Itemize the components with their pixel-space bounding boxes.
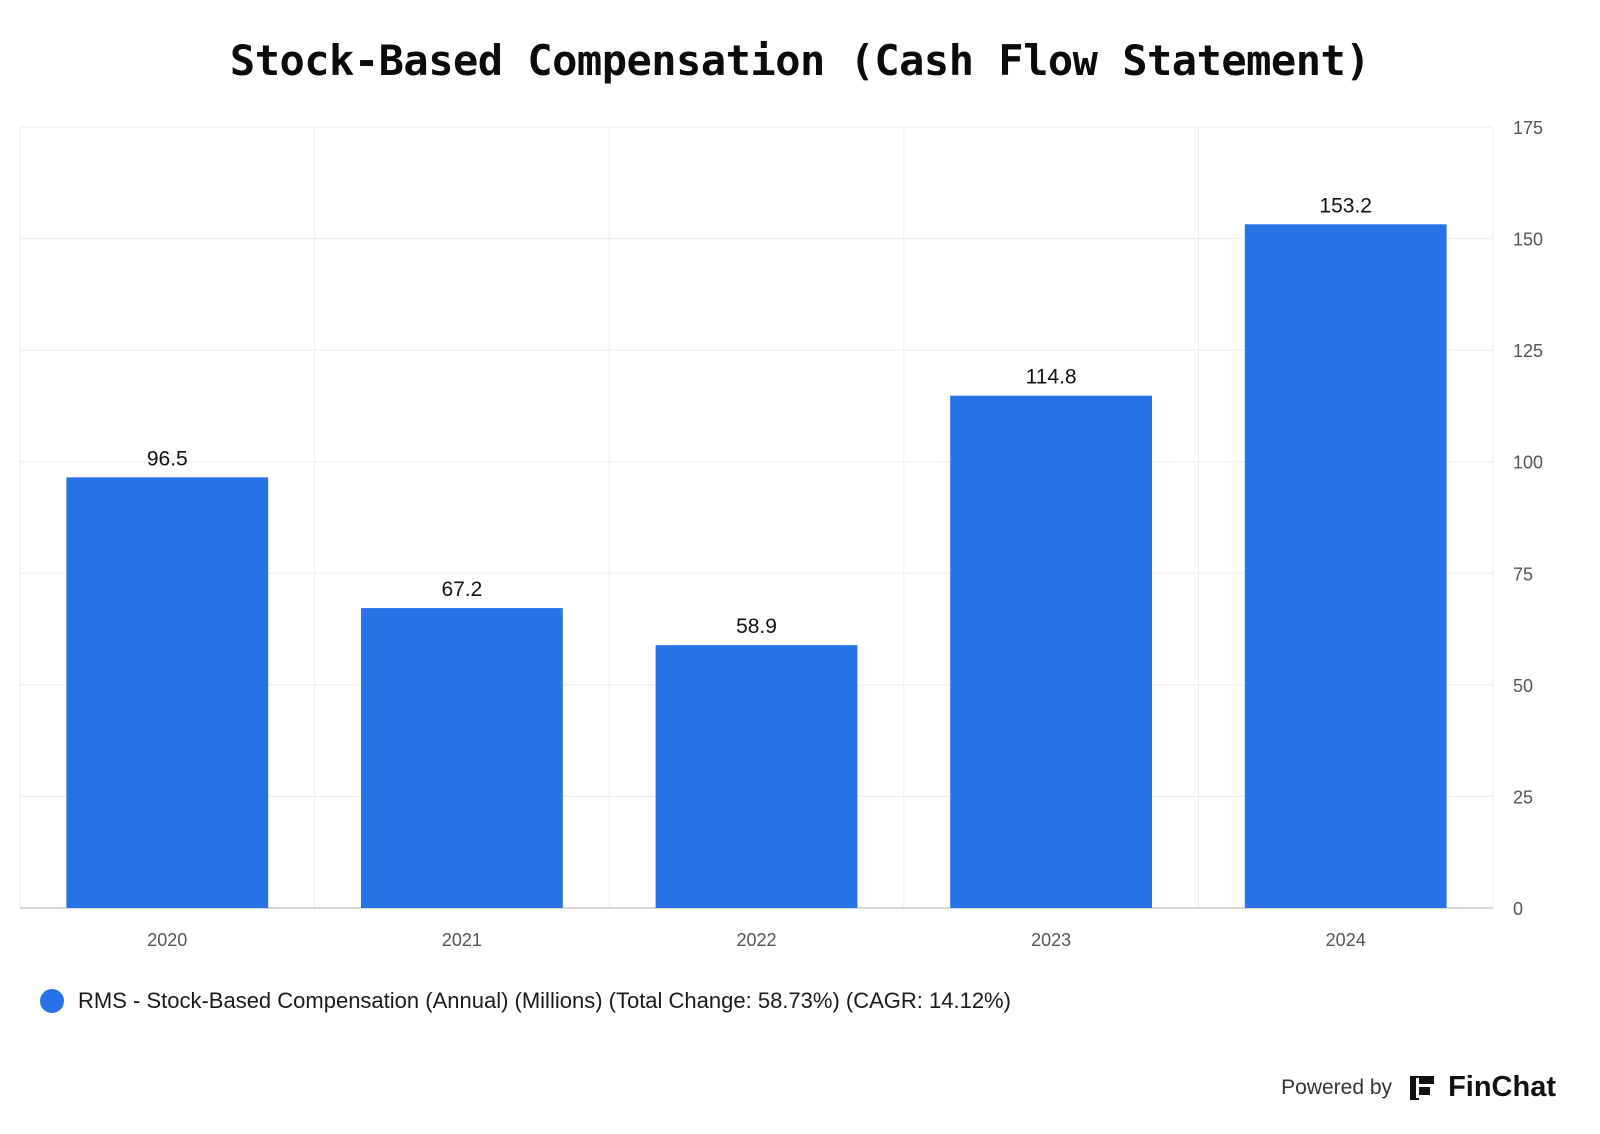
bar-2022[interactable] [655, 645, 858, 908]
y-axis-ticks: 0 25 50 75 100 125 150 175 [1513, 118, 1543, 919]
y-tick-label: 50 [1513, 676, 1533, 696]
x-tick-label-2022: 2022 [736, 930, 776, 950]
bar-2024[interactable] [1244, 224, 1447, 908]
legend[interactable]: RMS - Stock-Based Compensation (Annual) … [40, 988, 1011, 1014]
finchat-logo-icon [1410, 1075, 1435, 1100]
data-label-2023: 114.8 [1026, 366, 1077, 389]
data-label-2024: 153.2 [1319, 194, 1372, 217]
bar-2020[interactable] [66, 477, 269, 908]
brand-name: FinChat [1448, 1071, 1556, 1103]
y-tick-label: 0 [1513, 899, 1523, 919]
bar-2021[interactable] [360, 608, 563, 908]
x-tick-label-2020: 2020 [147, 930, 187, 950]
legend-label: RMS - Stock-Based Compensation (Annual) … [78, 988, 1011, 1013]
chart-title: Stock-Based Compensation (Cash Flow Stat… [229, 36, 1371, 85]
data-label-2022: 58.9 [736, 615, 777, 638]
data-label-2020: 96.5 [147, 447, 188, 470]
y-tick-label: 100 [1513, 453, 1543, 473]
y-tick-label: 75 [1513, 564, 1533, 584]
data-labels-layer: 96.5 67.2 58.9 114.8 153.2 [147, 194, 1372, 638]
footer: Powered by FinChat [1281, 1071, 1556, 1104]
y-tick-label: 125 [1513, 341, 1543, 361]
bar-2023[interactable] [950, 395, 1153, 908]
bars-layer [66, 224, 1447, 908]
legend-marker-icon [40, 989, 64, 1013]
y-tick-label: 150 [1513, 230, 1543, 250]
powered-by-text: Powered by [1281, 1075, 1393, 1099]
y-tick-label: 175 [1513, 118, 1543, 138]
x-tick-label-2023: 2023 [1031, 930, 1071, 950]
x-tick-label-2021: 2021 [442, 930, 482, 950]
x-axis-ticks: 2020 2021 2022 2023 2024 [147, 930, 1365, 950]
x-tick-label-2024: 2024 [1326, 930, 1366, 950]
y-tick-label: 25 [1513, 787, 1533, 807]
data-label-2021: 67.2 [441, 578, 482, 601]
